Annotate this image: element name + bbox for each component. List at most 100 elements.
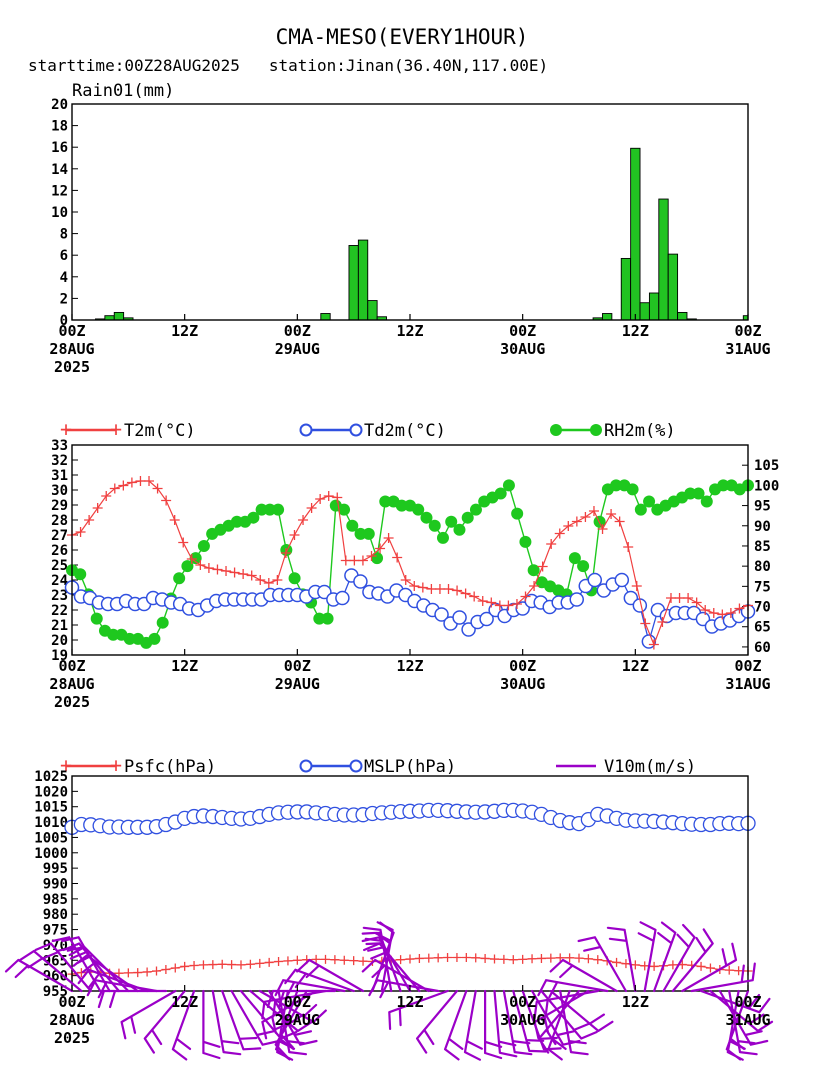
psfc-point — [593, 955, 603, 965]
psfc-point — [433, 953, 443, 963]
x-tick-label: 00Z — [734, 657, 761, 675]
rh2m-point — [494, 487, 507, 500]
t2m-point — [588, 506, 599, 516]
t2m-point — [734, 603, 745, 614]
wind-barb — [549, 958, 618, 993]
rh2m-point — [346, 519, 359, 532]
rh2m-point — [436, 531, 449, 544]
td2m-legend-label: Td2m(°C) — [364, 421, 446, 441]
temp-y-tick-label: 26 — [51, 543, 68, 559]
rh2m-point — [527, 564, 540, 577]
rh2m-point — [354, 527, 367, 540]
psfc-point — [292, 955, 302, 965]
rh-y-tick-label: 70 — [754, 600, 771, 616]
psfc-point — [236, 960, 246, 970]
rain-y-tick-label: 4 — [60, 270, 68, 286]
x-tick-label: 00Z — [58, 322, 85, 340]
wind-barb — [533, 989, 590, 1040]
wind-barb — [416, 989, 458, 1054]
x-tick-label: 00Z — [284, 993, 311, 1011]
wind-barb — [653, 921, 677, 993]
rain-y-tick-label: 0 — [60, 313, 68, 329]
t2m-point — [144, 476, 155, 486]
mslp-legend-label: MSLP(hPa) — [364, 757, 456, 777]
temp-y-tick-label: 33 — [51, 438, 68, 454]
rain-bar — [357, 239, 369, 321]
wind-barb — [34, 942, 92, 993]
v10m-legend-label: V10m(m/s) — [604, 757, 696, 777]
td2m-point — [569, 592, 584, 607]
t2m-point — [126, 477, 137, 488]
rh-y-tick-label: 80 — [754, 559, 771, 575]
t2m-point — [631, 581, 642, 591]
thermo-panel: + + T2m(°C) Td2m(°C) RH2m(%) 19202122232… — [49, 417, 779, 711]
t2m-point — [161, 495, 172, 506]
mslp-legend-marker — [299, 759, 313, 773]
x-tick-label: 12Z — [171, 993, 198, 1011]
psfc-point — [508, 955, 518, 965]
wind-barbs — [4, 921, 774, 1061]
td2m-legend-marker-2 — [349, 423, 363, 437]
t2m-point — [298, 515, 309, 525]
wind-barb — [296, 958, 365, 993]
temp-y-tick-label: 22 — [51, 603, 68, 619]
psfc-point — [283, 956, 293, 966]
wind-barb — [120, 989, 177, 1040]
chart-title: CMA-MESO(EVERY1HOUR) — [276, 25, 529, 49]
pressure-y-tick-label: 1025 — [34, 769, 68, 785]
t2m-point — [606, 509, 617, 519]
temp-y-tick-label: 19 — [51, 648, 68, 664]
pressure-y-tick-label: 960 — [43, 969, 68, 985]
psfc-point — [461, 953, 471, 963]
wind-barb — [171, 989, 196, 1061]
x-tick-label: 00Z — [284, 657, 311, 675]
t2m-point — [477, 596, 488, 606]
t2m-point — [520, 591, 531, 602]
rh2m-point — [511, 507, 524, 520]
wind-barb — [143, 989, 186, 1054]
t2m-point — [263, 578, 274, 588]
t2m-point — [289, 530, 300, 540]
rh2m-point — [568, 552, 581, 565]
rh2m-point — [247, 511, 260, 524]
t2m-point — [417, 582, 428, 593]
psfc-point — [443, 953, 453, 963]
wind-barb — [261, 989, 318, 1040]
t2m-point — [92, 503, 103, 513]
psfc-point — [574, 953, 584, 963]
wind-barb — [274, 979, 346, 999]
wind-barb — [577, 936, 627, 993]
rh2m-legend-label: RH2m(%) — [604, 421, 676, 441]
t2m-legend-marker-2: + — [110, 417, 122, 441]
rh2m-point — [123, 632, 136, 645]
x-tick-label: 12Z — [396, 993, 423, 1011]
rh2m-point — [255, 503, 268, 516]
t2m-point — [460, 588, 471, 599]
rh2m-point — [519, 535, 532, 548]
rain-y-tick-label: 8 — [60, 227, 68, 243]
rh2m-point — [321, 612, 334, 625]
wind-barb — [444, 989, 468, 1061]
rain-bar — [367, 300, 378, 321]
psfc-point — [696, 961, 706, 971]
t2m-point — [486, 597, 497, 608]
rh2m-point — [577, 560, 590, 573]
wind-barb — [671, 928, 714, 993]
wind-barb — [363, 942, 421, 993]
t2m-legend-label: T2m(°C) — [124, 421, 196, 441]
temp-y-tick-label: 28 — [51, 513, 68, 529]
wind-barb — [266, 989, 336, 1009]
x-tick-label: 12Z — [622, 322, 649, 340]
t2m-point — [169, 515, 180, 525]
t2m-point — [426, 584, 437, 594]
x-tick-label: 12Z — [396, 322, 423, 340]
psfc-point — [668, 960, 678, 970]
t2m-point — [409, 581, 420, 591]
t2m-point — [75, 527, 86, 537]
psfc-point — [321, 954, 330, 964]
psfc-point — [76, 968, 86, 978]
t2m-point — [571, 516, 582, 527]
t2m-point — [255, 575, 266, 585]
psfc-point — [170, 963, 180, 973]
rain-bar — [602, 313, 613, 321]
